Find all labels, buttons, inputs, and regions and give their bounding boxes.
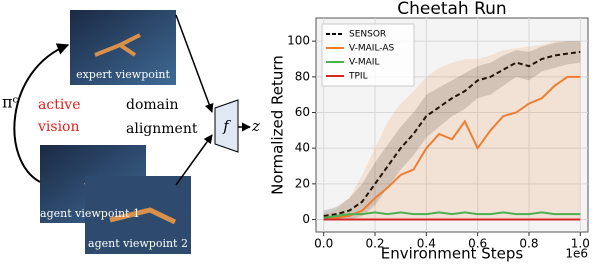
legend-label: V-MAIL-AS <box>349 44 395 54</box>
y-tick-label: 80 <box>295 69 310 83</box>
y-axis-label: Normalized Return <box>269 55 287 195</box>
x-tick-label: 1.0 <box>571 237 590 251</box>
domain-text: domain <box>126 97 179 113</box>
x-tick-label: 0.6 <box>468 237 487 251</box>
vision-text: vision <box>37 119 80 135</box>
policy-arrow <box>13 43 70 183</box>
series-line <box>323 211 581 219</box>
arrow <box>175 14 214 113</box>
y-tick-label: 0 <box>302 212 310 226</box>
y-tick-label: 20 <box>295 176 310 190</box>
legend-label: TPIL <box>348 72 368 82</box>
y-tick-label: 60 <box>295 105 310 119</box>
series-line <box>323 75 581 221</box>
x-tick-label: 0.0 <box>314 237 333 251</box>
x-tick-label: 0.2 <box>365 237 384 251</box>
active-text: active <box>38 97 81 113</box>
f-label: f <box>222 117 231 135</box>
band <box>323 41 581 220</box>
expert-label: expert viewpoint <box>76 68 170 81</box>
arrow <box>175 134 213 186</box>
chart-title: Cheetah Run <box>397 0 506 19</box>
agent1-label: agent viewpoint 1 <box>40 207 140 220</box>
expert-image: expert viewpoint <box>70 10 176 85</box>
policy: πᶜ <box>2 93 19 112</box>
legend-label: SENSOR <box>349 30 386 40</box>
legend-label: V-MAIL <box>349 58 379 68</box>
z-label: z <box>251 117 260 135</box>
x-tick-label: 0.8 <box>519 237 538 251</box>
agent2-label: agent viewpoint 2 <box>88 237 188 250</box>
series-line <box>323 50 581 217</box>
chart: 0 20 40 60 80 100 0.0 0.2 0.4 0.6 0.8 1.0 Cheetah Ru… <box>269 0 590 263</box>
x-tick-label: 0.4 <box>417 237 436 251</box>
alignment-text: alignment <box>126 121 198 137</box>
x-axis-label: Environment Steps <box>381 245 524 263</box>
x-offset-label: 1e6 <box>565 247 588 261</box>
band <box>323 41 581 220</box>
encoder <box>214 99 239 153</box>
y-tick-label: 100 <box>287 34 310 48</box>
y-tick-label: 40 <box>295 141 310 155</box>
agent-image-2: agent viewpoint 2 <box>85 176 191 254</box>
